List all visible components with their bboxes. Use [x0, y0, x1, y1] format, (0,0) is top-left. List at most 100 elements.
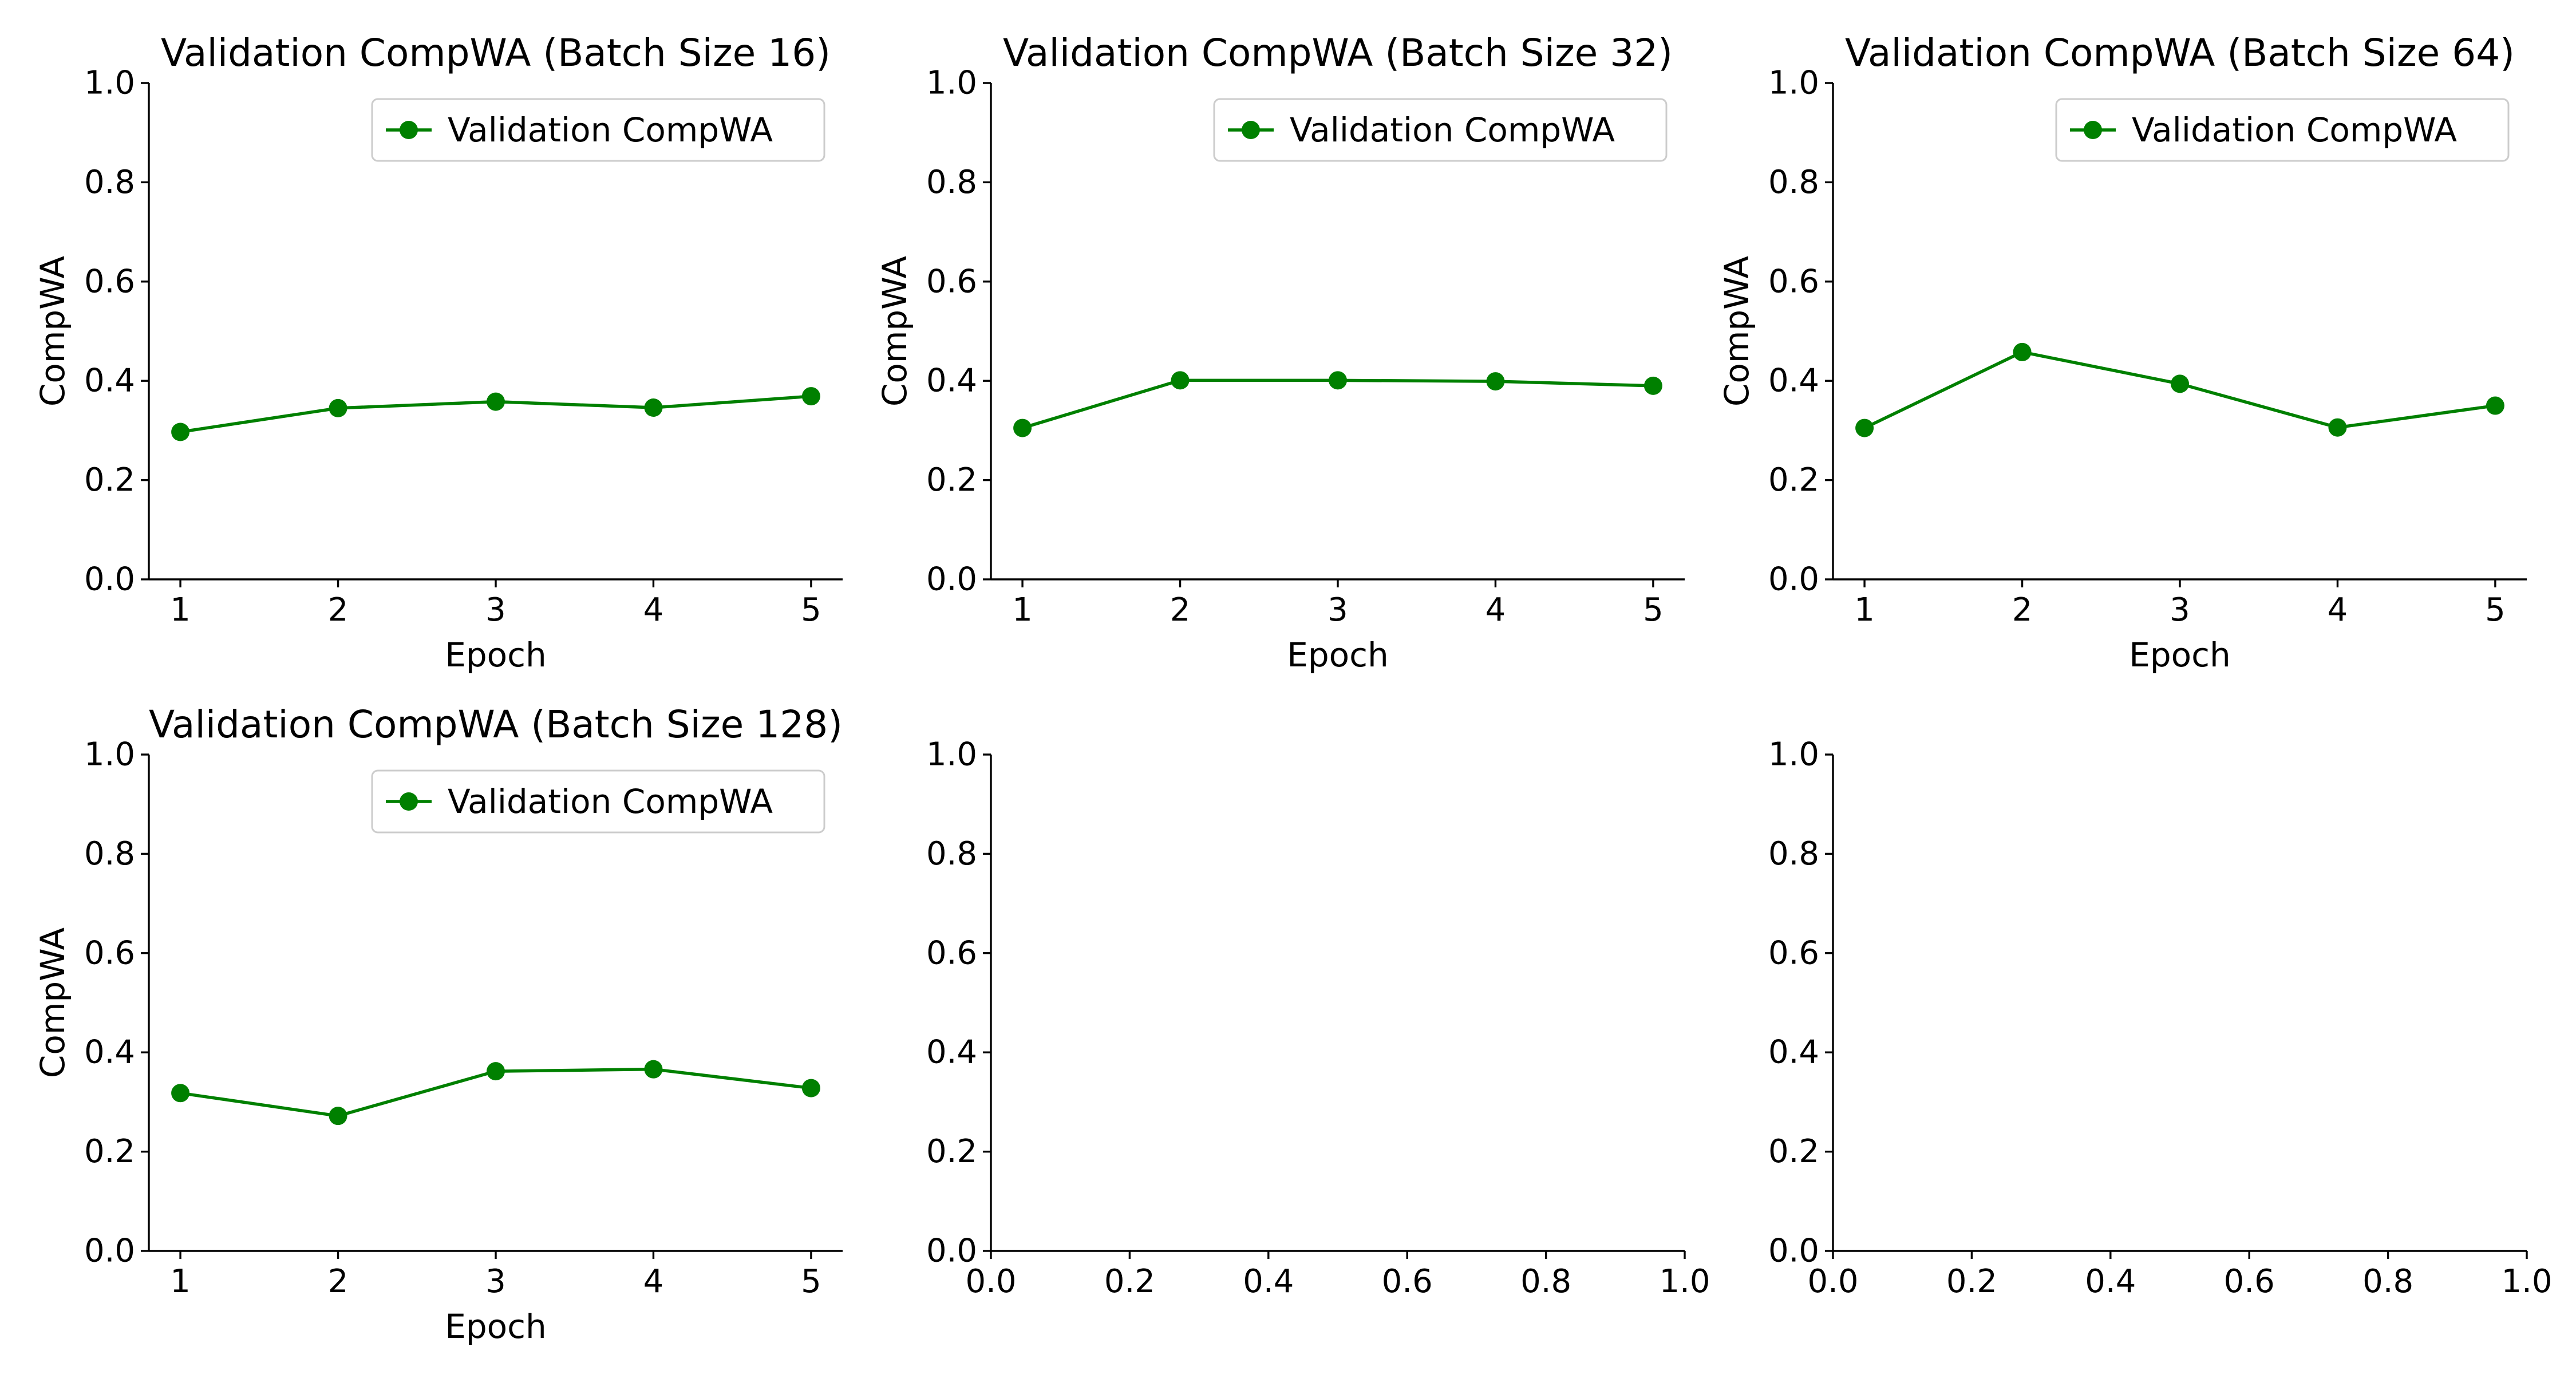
x-tick-label: 5: [2485, 591, 2506, 629]
y-tick-label: 0.0: [84, 561, 135, 598]
x-tick-label: 5: [801, 1263, 821, 1300]
x-axis-label: Epoch: [445, 1307, 547, 1346]
x-tick-label: 1: [1854, 591, 1875, 629]
x-tick-label: 2: [1170, 591, 1191, 629]
subplot-2: 0.0 0.2 0.4 0.6 0.8 1.0 1 2 3 4 5 Validation CompWA…: [875, 31, 1685, 674]
x-tick-label: 4: [2328, 591, 2348, 629]
x-tick-label: 1: [170, 1263, 191, 1300]
y-tick-label: 0.0: [926, 1233, 977, 1270]
data-point: [171, 423, 190, 441]
subplot-4: 0.0 0.2 0.4 0.6 0.8 1.0 1 2 3 4 5 Validation CompWA…: [33, 702, 843, 1346]
subplot-5: 0.0 0.2 0.4 0.6 0.8 1.0 0.0 0.2 0.4 0.6 0.8 1.0: [926, 736, 1710, 1301]
x-tick-label: 2: [328, 591, 349, 629]
data-point: [1855, 418, 1874, 437]
chart-title: Validation CompWA (Batch Size 32): [1003, 31, 1673, 75]
x-tick-label: 1.0: [2501, 1263, 2552, 1300]
data-point: [2171, 374, 2189, 393]
y-tick-label: 0.6: [926, 934, 977, 972]
y-tick-label: 0.2: [926, 461, 977, 499]
y-tick-label: 0.2: [926, 1133, 977, 1170]
chart-title: Validation CompWA (Batch Size 16): [161, 31, 831, 75]
data-point: [329, 1107, 347, 1126]
data-point: [487, 392, 505, 411]
y-tick-label: 0.0: [926, 561, 977, 598]
y-tick-label: 0.4: [1768, 362, 1819, 400]
y-axis-label: CompWA: [33, 256, 72, 406]
x-tick-label: 4: [643, 591, 664, 629]
legend-label: Validation CompWA: [448, 782, 773, 821]
y-tick-label: 0.8: [84, 835, 135, 872]
y-tick-label: 0.6: [1768, 934, 1819, 972]
x-tick-label: 0.0: [1807, 1263, 1858, 1300]
y-tick-label: 0.4: [926, 1034, 977, 1071]
data-point: [2013, 342, 2032, 361]
y-axis-label: CompWA: [1717, 256, 1756, 406]
legend-marker: [1242, 121, 1260, 139]
y-tick-label: 0.8: [1768, 835, 1819, 872]
x-tick-label: 1.0: [1659, 1263, 1710, 1300]
data-point: [1013, 418, 1032, 437]
x-tick-label: 0.8: [1520, 1263, 1571, 1300]
subplot-3: 0.0 0.2 0.4 0.6 0.8 1.0 1 2 3 4 5 Validation CompWA…: [1717, 31, 2527, 674]
y-tick-label: 0.0: [84, 1233, 135, 1270]
data-point: [2328, 418, 2347, 437]
y-tick-label: 0.8: [926, 164, 977, 201]
y-tick-label: 1.0: [926, 65, 977, 102]
y-tick-label: 0.2: [84, 461, 135, 499]
legend-marker: [2084, 121, 2102, 139]
chart-title: Validation CompWA (Batch Size 64): [1845, 31, 2515, 75]
y-tick-label: 0.6: [84, 263, 135, 300]
y-tick-label: 0.0: [1768, 561, 1819, 598]
legend-label: Validation CompWA: [448, 110, 773, 149]
legend-frame: [2055, 98, 2510, 162]
legend-marker: [400, 121, 418, 139]
x-tick-label: 3: [485, 591, 506, 629]
y-tick-label: 0.6: [84, 934, 135, 972]
y-tick-label: 0.6: [1768, 263, 1819, 300]
x-tick-label: 0.2: [1946, 1263, 1997, 1300]
chart-title: Validation CompWA (Batch Size 128): [149, 702, 843, 747]
y-tick-label: 0.2: [1768, 1133, 1819, 1170]
data-point: [487, 1062, 505, 1081]
x-tick-label: 3: [2170, 591, 2190, 629]
y-tick-label: 0.8: [84, 164, 135, 201]
legend: Validation CompWA: [1213, 98, 1668, 162]
x-tick-label: 0.0: [965, 1263, 1016, 1300]
data-point: [644, 1060, 663, 1079]
y-tick-label: 0.4: [926, 362, 977, 400]
x-tick-label: 4: [1485, 591, 1506, 629]
x-tick-label: 5: [801, 591, 821, 629]
x-tick-label: 1: [1012, 591, 1033, 629]
x-tick-label: 2: [328, 1263, 349, 1300]
x-axis-label: Epoch: [2129, 635, 2231, 674]
y-axis-label: CompWA: [875, 256, 914, 406]
x-tick-label: 3: [1327, 591, 1348, 629]
y-tick-label: 1.0: [84, 65, 135, 102]
y-tick-label: 0.6: [926, 263, 977, 300]
y-tick-label: 1.0: [1768, 736, 1819, 773]
y-axis-label: CompWA: [33, 927, 72, 1078]
x-tick-label: 0.4: [2085, 1263, 2136, 1300]
x-tick-label: 4: [643, 1263, 664, 1300]
subplot-6: 0.0 0.2 0.4 0.6 0.8 1.0 0.0 0.2 0.4 0.6 0.8 1.0: [1768, 736, 2553, 1301]
y-tick-label: 1.0: [926, 736, 977, 773]
y-tick-label: 0.4: [1768, 1034, 1819, 1071]
x-tick-label: 0.4: [1243, 1263, 1294, 1300]
y-tick-label: 0.4: [84, 1034, 135, 1071]
legend-label: Validation CompWA: [2132, 110, 2457, 149]
x-tick-label: 0.2: [1104, 1263, 1155, 1300]
x-axis-label: Epoch: [445, 635, 547, 674]
x-tick-label: 5: [1643, 591, 1664, 629]
data-point: [1171, 371, 1190, 390]
data-point: [1486, 372, 1505, 391]
y-tick-label: 1.0: [1768, 65, 1819, 102]
x-tick-label: 2: [2012, 591, 2033, 629]
x-tick-label: 0.6: [2224, 1263, 2275, 1300]
legend-label: Validation CompWA: [1290, 110, 1615, 149]
legend-frame: [371, 769, 825, 834]
x-tick-label: 0.8: [2362, 1263, 2413, 1300]
legend: Validation CompWA: [371, 98, 825, 162]
x-tick-label: 3: [485, 1263, 506, 1300]
data-point: [1643, 376, 1662, 395]
